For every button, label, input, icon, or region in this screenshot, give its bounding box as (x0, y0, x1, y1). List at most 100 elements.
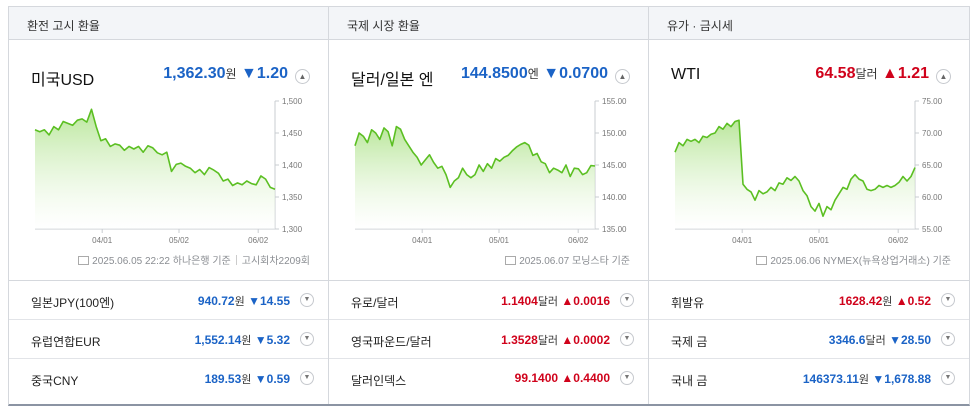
list-item-value: 146373.11 (802, 372, 859, 386)
column-exchange-notice: 환전 고시 환율 미국USD 1,362.30원 ▼1.20 ▲ 1,500 1,… (9, 7, 329, 404)
list-item-name[interactable]: 일본JPY(100엔) (31, 296, 115, 310)
change-arrow-icon: ▼ (543, 65, 560, 82)
list-item-value: 1.3528 (501, 333, 538, 347)
main-rate-value: 144.8500 (460, 65, 528, 82)
list-item-name[interactable]: 휘발유 (671, 296, 705, 310)
list-item-name[interactable]: 국제 금 (671, 335, 708, 349)
chevron-down-icon[interactable]: ▼ (941, 332, 955, 346)
change-arrow-icon: ▲ (882, 65, 898, 82)
list-item[interactable]: 영국파운드/달러 1.3528달러 ▲0.0002 ▼ (329, 320, 648, 359)
y-tick-label: 75.00 (922, 97, 943, 106)
main-rate-unit: 엔 (527, 67, 539, 81)
list-item[interactable]: 중국CNY 189.53원 ▼0.59 ▼ (9, 359, 328, 398)
chart: 75.00 70.00 65.00 60.00 55.00 04/01 05/01 06/02 (673, 95, 955, 245)
x-tick-label: 04/01 (412, 236, 433, 245)
change-arrow-icon: ▼ (254, 333, 267, 347)
chevron-down-icon[interactable]: ▼ (620, 293, 634, 307)
source-text: 2025.06.07 모닝스타 기준 (519, 256, 630, 267)
change-arrow-icon: ▼ (889, 333, 901, 347)
chevron-up-icon[interactable]: ▲ (615, 69, 630, 84)
x-tick-label: 04/01 (732, 236, 753, 245)
list-item[interactable]: 유럽연합EUR 1,552.14원 ▼5.32 ▼ (9, 320, 328, 359)
list-item[interactable]: 달러인덱스 99.1400 ▲0.4400 ▼ (329, 359, 648, 398)
list-item-name[interactable]: 달러인덱스 (351, 374, 407, 388)
y-tick-label: 60.00 (922, 193, 943, 202)
chart-source: 2025.06.05 22:22 하나은행 기준 고시회차2209회 (78, 252, 310, 267)
list-item[interactable]: 국내 금 146373.11원 ▼1,678.88 ▼ (649, 359, 969, 398)
list-item-name[interactable]: 국내 금 (671, 374, 708, 388)
list-item[interactable]: 국제 금 3346.6달러 ▼28.50 ▼ (649, 320, 969, 359)
main-rate-name[interactable]: 미국USD (31, 72, 95, 89)
list-item-unit: 원 (241, 374, 252, 386)
x-tick-label: 04/01 (92, 236, 113, 245)
y-tick-label: 1,450 (282, 129, 303, 138)
chevron-down-icon[interactable]: ▼ (941, 293, 955, 307)
column-header: 국제 시장 환율 (329, 7, 648, 40)
source-text: 2025.06.06 NYMEX(뉴욕상업거래소) 기준 (770, 256, 951, 267)
y-tick-label: 150.00 (602, 129, 627, 138)
change-arrow-icon: ▲ (561, 294, 574, 308)
main-rate-name[interactable]: 달러/일본 엔 (351, 72, 434, 89)
source-text: 2025.06.05 22:22 하나은행 기준 (92, 256, 231, 267)
chevron-down-icon[interactable]: ▼ (620, 332, 634, 346)
change-arrow-icon: ▼ (248, 294, 260, 308)
list-item[interactable]: 휘발유 1628.42원 ▲0.52 ▼ (649, 281, 969, 320)
main-rate-change: 1.21 (897, 65, 929, 82)
y-tick-label: 1,400 (282, 161, 303, 170)
x-tick-label: 06/02 (248, 236, 269, 245)
list-item-value: 940.72 (197, 294, 235, 308)
chevron-down-icon[interactable]: ▼ (300, 371, 314, 385)
list-item-name[interactable]: 영국파운드/달러 (351, 335, 432, 349)
x-tick-label: 05/01 (809, 236, 830, 245)
chart: 155.00 150.00 145.00 140.00 135.00 04/01 05/01… (353, 95, 635, 245)
series-line (354, 125, 596, 189)
list-item-name[interactable]: 유럽연합EUR (31, 335, 101, 349)
series-line (34, 108, 276, 191)
change-arrow-icon: ▲ (561, 371, 574, 385)
series-area (35, 109, 275, 229)
change-arrow-icon: ▼ (254, 372, 267, 386)
chevron-down-icon[interactable]: ▼ (300, 332, 314, 346)
exchange-rate-widget: 환전 고시 환율 미국USD 1,362.30원 ▼1.20 ▲ 1,500 1,… (8, 6, 970, 406)
chart: 1,500 1,450 1,400 1,350 1,300 04/01 05/02 06/02 (33, 95, 315, 245)
y-tick-label: 70.00 (922, 129, 943, 138)
chart-source: 2025.06.07 모닝스타 기준 (505, 252, 630, 267)
list-item[interactable]: 유로/달러 1.1404달러 ▲0.0016 ▼ (329, 281, 648, 320)
main-rate-panel: 달러/일본 엔 144.8500엔 ▼0.0700 ▲ 155.00 150.00… (329, 40, 648, 281)
main-rate-change: 0.0700 (559, 65, 608, 82)
list-item-value: 3346.6 (828, 333, 866, 347)
y-tick-label: 155.00 (602, 97, 627, 106)
chart-svg: 75.00 70.00 65.00 60.00 55.00 04/01 05/01 06/02 (674, 97, 943, 245)
chart-svg: 155.00 150.00 145.00 140.00 135.00 04/01 05/01… (354, 97, 627, 245)
x-tick-label: 05/01 (489, 236, 510, 245)
main-rate-panel: 미국USD 1,362.30원 ▼1.20 ▲ 1,500 1,450 1,400 1… (9, 40, 328, 281)
chevron-up-icon[interactable]: ▲ (936, 69, 951, 84)
y-tick-label: 1,300 (282, 225, 303, 234)
document-icon (756, 256, 768, 265)
x-tick-label: 06/02 (888, 236, 909, 245)
list-item-value: 1628.42 (838, 294, 883, 308)
list-item-value: 99.1400 (514, 371, 559, 385)
main-rate-name[interactable]: WTI (671, 66, 701, 83)
change-arrow-icon: ▲ (895, 294, 908, 308)
chevron-up-icon[interactable]: ▲ (295, 69, 310, 84)
list-item[interactable]: 일본JPY(100엔) 940.72원 ▼14.55 ▼ (9, 281, 328, 320)
list-item-unit: 달러 (537, 296, 559, 308)
main-rate-unit: 원 (225, 67, 237, 81)
chevron-down-icon[interactable]: ▼ (941, 371, 955, 385)
series-line (674, 119, 916, 217)
list-item-name[interactable]: 유로/달러 (351, 296, 399, 310)
source-extra: 고시회차2209회 (241, 256, 310, 267)
chevron-down-icon[interactable]: ▼ (620, 371, 634, 385)
list-item-change: 0.59 (266, 372, 290, 386)
main-rate-panel: WTI 64.58달러 ▲1.21 ▲ 75.00 70.00 65.00 60.00… (649, 40, 969, 281)
y-tick-label: 145.00 (602, 161, 627, 170)
main-rate-unit: 달러 (855, 67, 878, 81)
chart-source: 2025.06.06 NYMEX(뉴욕상업거래소) 기준 (756, 252, 951, 267)
chevron-down-icon[interactable]: ▼ (300, 293, 314, 307)
change-arrow-icon: ▼ (872, 372, 885, 386)
list-item-name[interactable]: 중국CNY (31, 374, 79, 388)
list-item-change: 0.4400 (573, 371, 610, 385)
list-item-value: 189.53 (204, 372, 242, 386)
list-item-unit: 달러 (537, 335, 559, 347)
